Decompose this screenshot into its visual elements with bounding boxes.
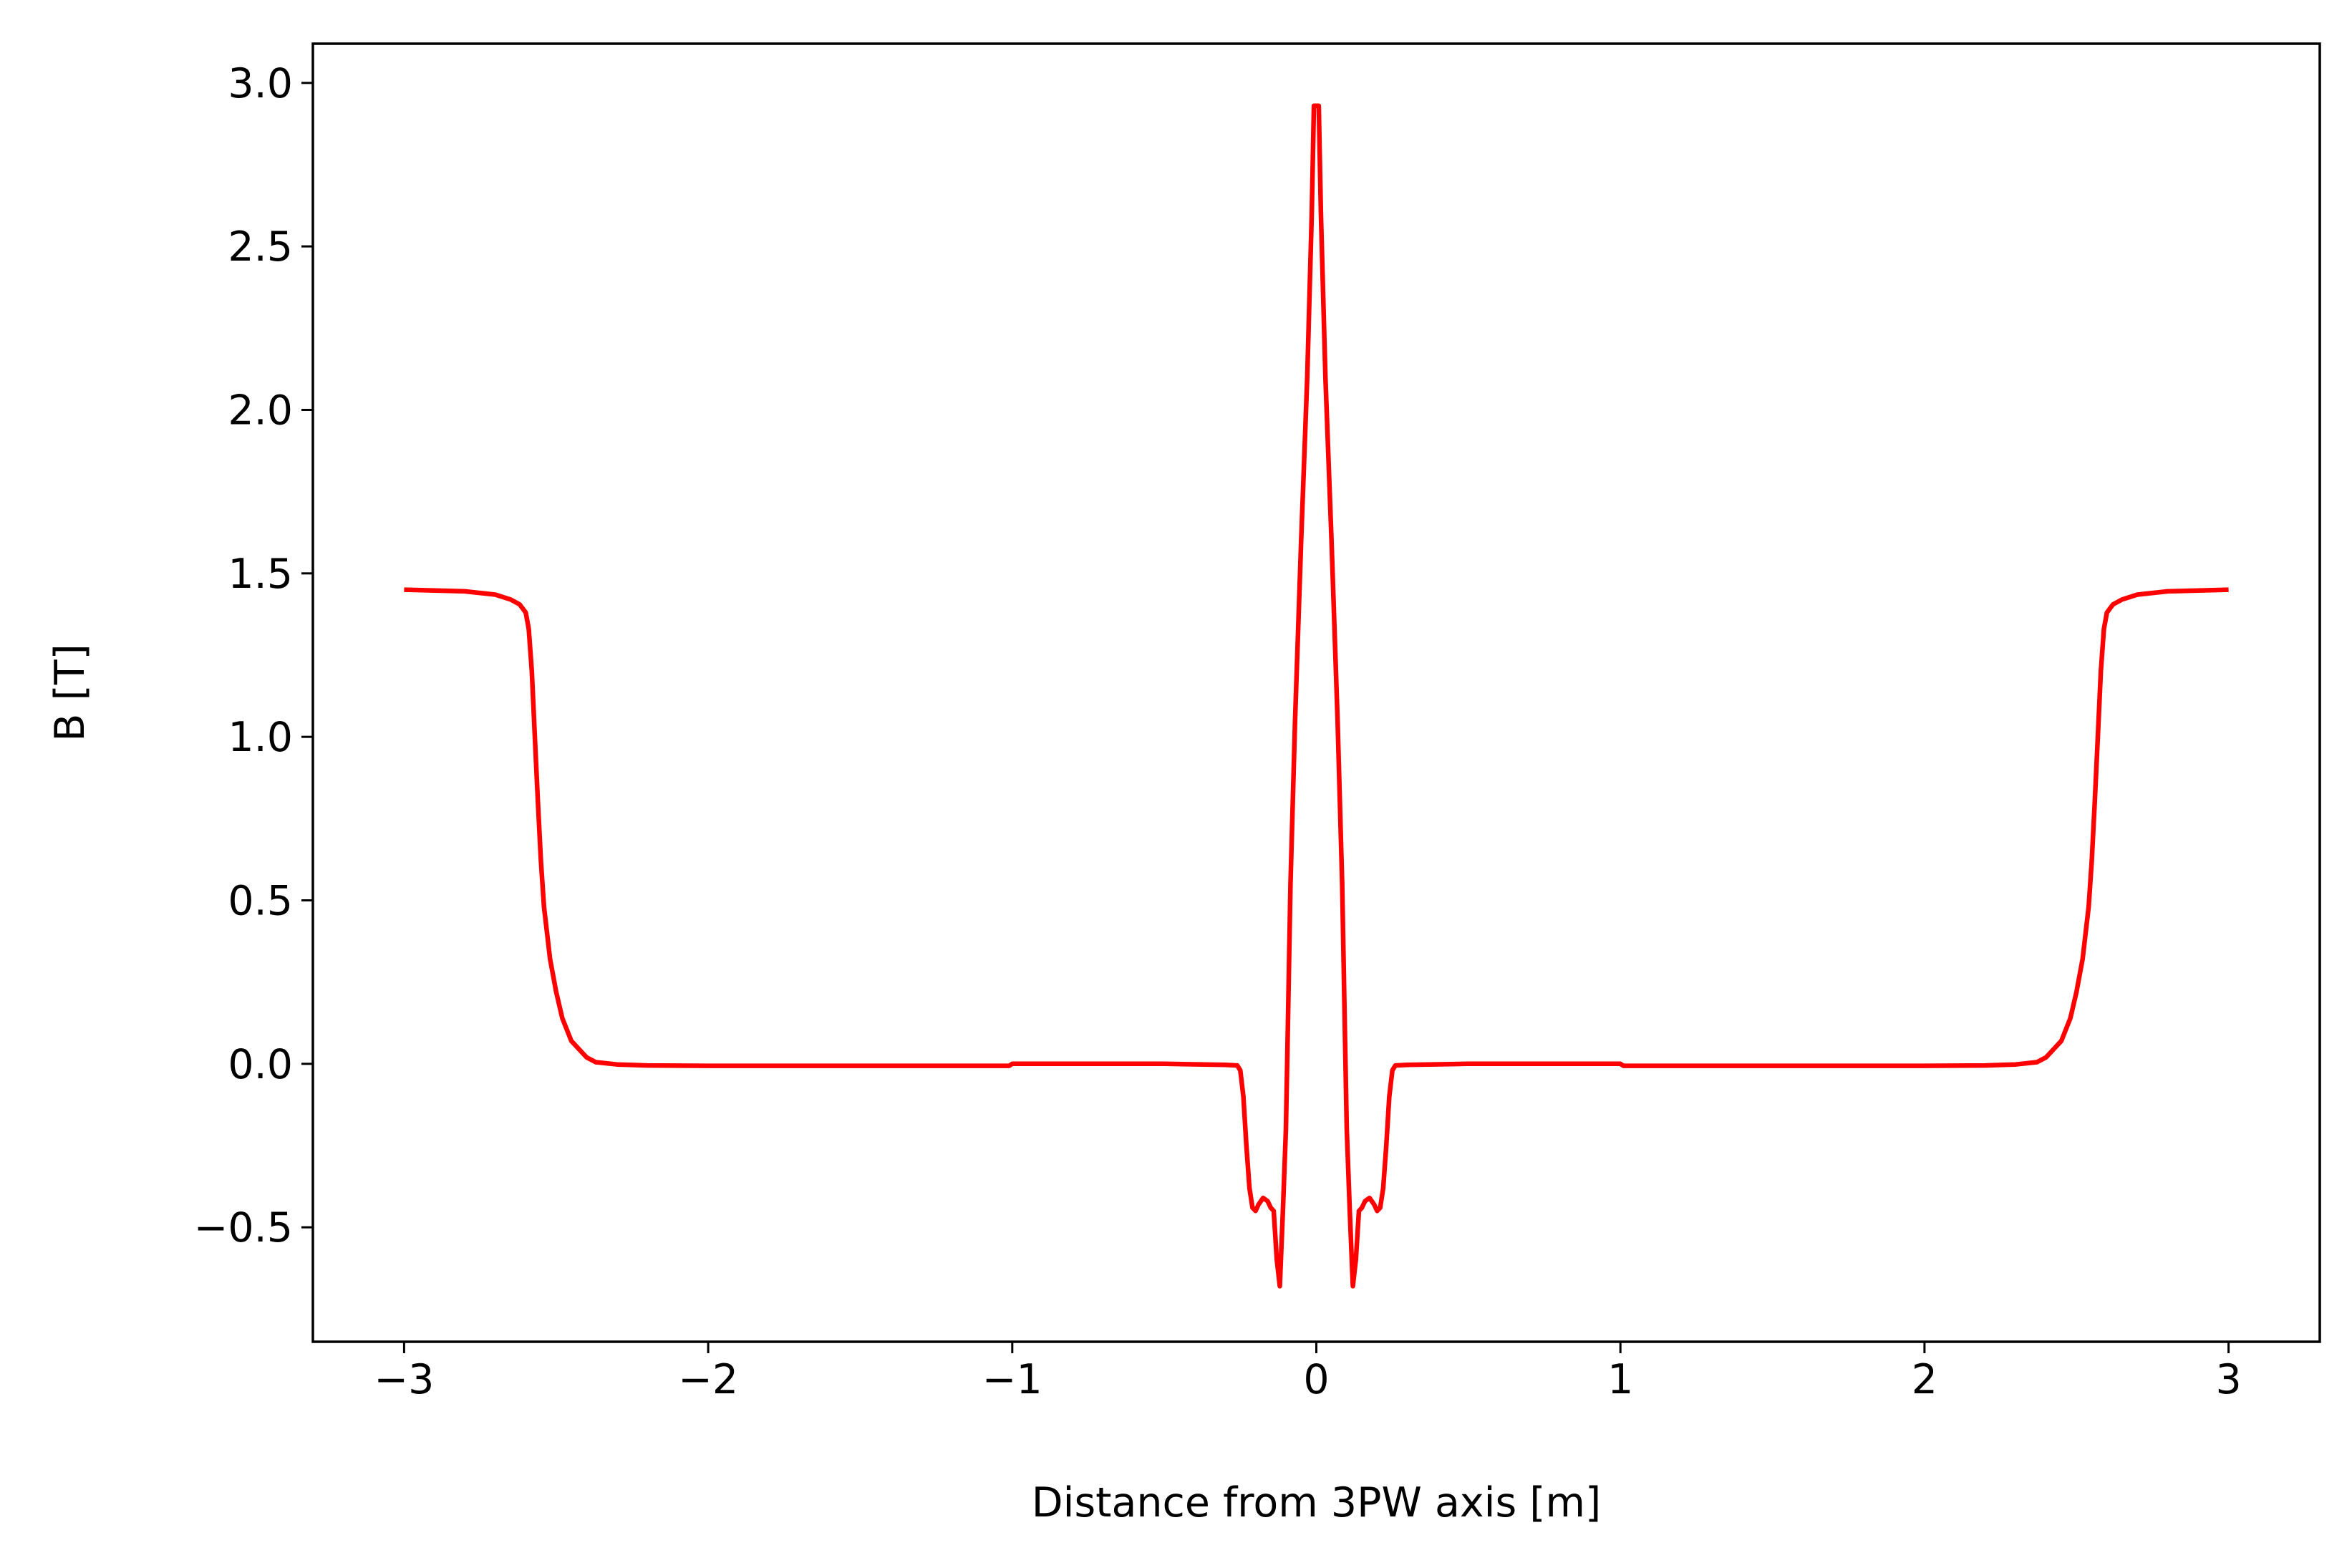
y-tick-label: 2.5	[228, 223, 293, 271]
y-tick-label: 1.5	[228, 551, 293, 598]
y-tick-label: 0.0	[228, 1041, 293, 1088]
plot-area	[404, 103, 2229, 1289]
x-tick-label: 3	[2215, 1356, 2241, 1403]
y-tick-label: 1.0	[228, 714, 293, 761]
y-tick-label: 2.0	[228, 387, 293, 434]
x-tick-label: 0	[1303, 1356, 1329, 1403]
x-tick-label: −1	[982, 1356, 1042, 1403]
x-tick-label: −2	[678, 1356, 738, 1403]
y-tick-label: −0.5	[194, 1204, 293, 1252]
x-tick-label: −3	[374, 1356, 434, 1403]
y-tick-label: 0.5	[228, 877, 293, 924]
y-tick-label: 3.0	[228, 60, 293, 107]
x-tick-label: 2	[1912, 1356, 1937, 1403]
y-axis-label: B [T]	[47, 644, 94, 742]
series-line-0	[404, 103, 2229, 1289]
axes: −3 −2 −1 0 1 2 3 −0.5 0.0 0.5 1.0 1.5 2.0 2.5 3.0	[194, 42, 2321, 1403]
x-tick-label: 1	[1607, 1356, 1633, 1403]
x-axis-label: Distance from 3PW axis [m]	[1032, 1479, 1602, 1526]
